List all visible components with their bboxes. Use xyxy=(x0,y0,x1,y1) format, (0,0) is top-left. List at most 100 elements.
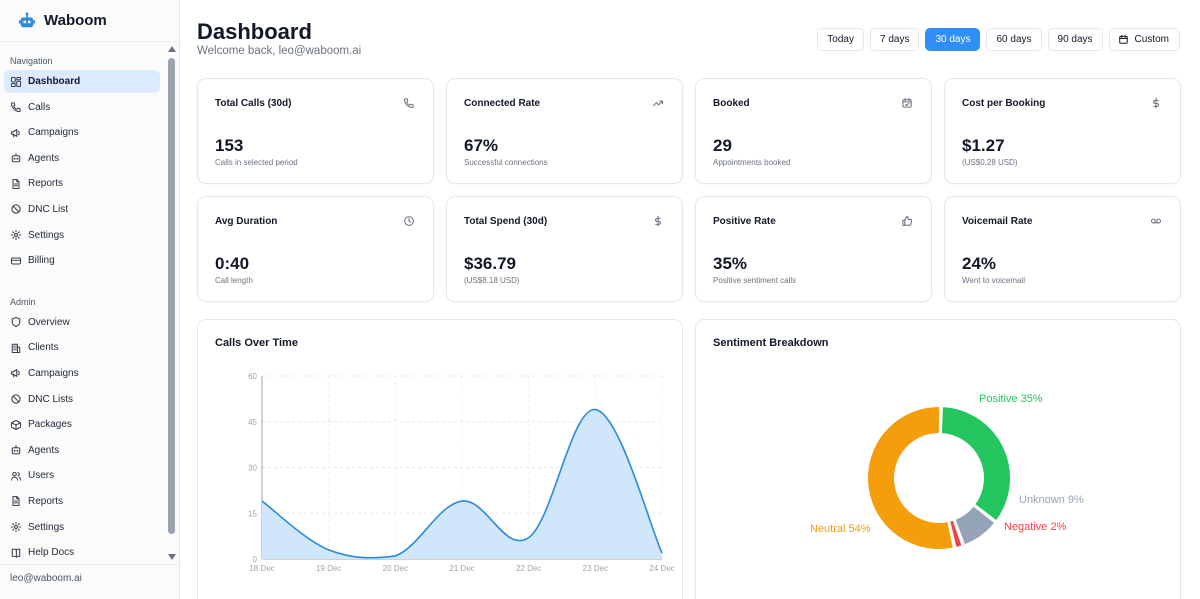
sidebar-item-label: Settings xyxy=(28,521,65,533)
donut-label-negative: Negative 2% xyxy=(1004,521,1067,533)
sidebar-item-admin-agents[interactable]: Agents xyxy=(4,439,160,462)
range-button-30-days[interactable]: 30 days xyxy=(925,28,981,51)
sidebar-item-dnc-list[interactable]: DNC List xyxy=(4,198,160,221)
robot-logo-icon xyxy=(18,11,36,27)
x-tick-label: 20 Dec xyxy=(383,564,408,573)
sidebar-item-agents[interactable]: Agents xyxy=(4,147,160,170)
sidebar-item-label: Agents xyxy=(28,152,60,164)
stat-card-voicemail-rate: Voicemail Rate 24% Went to voicemail xyxy=(944,196,1181,302)
page-title: Dashboard xyxy=(197,19,312,44)
y-tick-label: 0 xyxy=(253,555,258,564)
donut-slice-unknown[interactable] xyxy=(953,503,997,547)
stat-value: 35% xyxy=(713,254,748,273)
stat-title: Total Spend (30d) xyxy=(464,216,548,227)
scroll-down-arrow-icon[interactable] xyxy=(168,554,176,560)
thumbs-up-icon xyxy=(902,215,913,227)
stat-subtitle: Call length xyxy=(215,276,253,285)
shield-icon xyxy=(11,317,21,328)
sidebar-item-admin-settings[interactable]: Settings xyxy=(4,516,160,539)
sidebar-item-admin-dnc-lists[interactable]: DNC Lists xyxy=(4,388,160,411)
y-tick-label: 60 xyxy=(248,372,257,381)
stat-subtitle: Calls in selected period xyxy=(215,158,298,167)
sidebar-scrollbar[interactable] xyxy=(166,44,178,562)
sidebar-item-billing[interactable]: Billing xyxy=(4,249,160,272)
main-content: Dashboard Welcome back, leo@waboom.ai To… xyxy=(181,0,1200,599)
credit-card-icon xyxy=(10,257,22,265)
sidebar-item-admin-campaigns[interactable]: Campaigns xyxy=(4,362,160,385)
stat-title: Avg Duration xyxy=(215,216,278,227)
clock-icon xyxy=(404,216,414,226)
stat-title: Voicemail Rate xyxy=(962,216,1033,227)
sidebar-item-admin-reports[interactable]: Reports xyxy=(4,490,160,513)
sidebar-section-admin: Admin xyxy=(10,296,36,307)
sidebar-item-label: Help Docs xyxy=(28,547,75,559)
sidebar-item-label: Users xyxy=(28,470,55,482)
x-tick-label: 22 Dec xyxy=(516,564,541,573)
stat-cards: Total Calls (30d) 153 Calls in selected pe… xyxy=(197,78,1181,302)
stat-title: Positive Rate xyxy=(713,216,776,227)
sidebar-item-label: Campaigns xyxy=(28,367,79,379)
x-tick-label: 23 Dec xyxy=(583,564,608,573)
donut-slice-negative[interactable] xyxy=(947,518,964,550)
brand[interactable]: Waboom xyxy=(0,0,179,42)
gear-icon xyxy=(10,229,22,241)
bot-icon xyxy=(11,153,21,163)
stat-title: Cost per Booking xyxy=(962,98,1046,109)
sidebar-item-label: Dashboard xyxy=(28,76,81,87)
scroll-thumb[interactable] xyxy=(168,58,175,534)
stat-card-positive-rate: Positive Rate 35% Positive sentiment calls xyxy=(695,196,932,302)
sidebar-item-admin-help-docs[interactable]: Help Docs xyxy=(4,541,160,562)
sidebar-item-label: Reports xyxy=(28,495,64,507)
phone-icon xyxy=(10,102,21,113)
megaphone-icon xyxy=(10,369,20,378)
dashboard-icon xyxy=(10,76,22,87)
sidebar-item-label: Campaigns xyxy=(28,127,79,139)
dollar-icon xyxy=(1153,97,1159,109)
stat-value: 0:40 xyxy=(215,254,250,273)
range-button-60-days[interactable]: 60 days xyxy=(986,28,1042,51)
bot-icon xyxy=(11,445,21,455)
sidebar-item-label: Settings xyxy=(28,229,65,241)
sidebar-item-label: DNC List xyxy=(28,203,69,215)
trending-up-icon xyxy=(652,100,664,107)
sidebar-item-settings[interactable]: Settings xyxy=(4,224,160,247)
stat-value: 67% xyxy=(464,136,499,155)
sidebar-item-label: Agents xyxy=(28,444,60,456)
range-button-custom[interactable]: Custom xyxy=(1108,28,1180,51)
sidebar-item-admin-clients[interactable]: Clients xyxy=(4,336,160,359)
stat-value: 153 xyxy=(215,136,244,155)
file-icon xyxy=(12,178,20,189)
sidebar-item-admin-overview[interactable]: Overview xyxy=(4,311,160,334)
donut-slice-positive[interactable] xyxy=(939,405,1012,523)
users-icon xyxy=(10,471,22,481)
calendar-check-icon xyxy=(902,97,912,108)
dollar-icon xyxy=(655,215,661,227)
stat-subtitle: Successful connections xyxy=(464,158,548,167)
sidebar-item-admin-users[interactable]: Users xyxy=(4,464,160,487)
stat-subtitle: Positive sentiment calls xyxy=(713,276,797,285)
scroll-up-arrow-icon[interactable] xyxy=(168,46,176,52)
megaphone-icon xyxy=(10,128,20,137)
stat-value: $36.79 xyxy=(464,254,516,273)
sidebar-item-campaigns[interactable]: Campaigns xyxy=(4,121,160,144)
sidebar-item-reports[interactable]: Reports xyxy=(4,172,160,195)
sidebar-item-calls[interactable]: Calls xyxy=(4,96,160,119)
sidebar-item-admin-packages[interactable]: Packages xyxy=(4,413,160,436)
stat-subtitle: Appointments booked xyxy=(713,158,791,167)
stat-card-booked: Booked 29 Appointments booked xyxy=(695,78,932,184)
calls-chart-title: Calls Over Time xyxy=(215,337,298,349)
book-icon xyxy=(11,548,21,558)
donut-label-positive: Positive 35% xyxy=(979,393,1043,405)
range-button-90-days[interactable]: 90 days xyxy=(1047,28,1103,51)
range-button-7-days[interactable]: 7 days xyxy=(869,28,920,51)
y-tick-label: 45 xyxy=(248,418,257,427)
stat-value: 29 xyxy=(713,136,732,155)
calls-over-time-chart: 0 15 30 45 60 18 Dec 19 Dec 20 Dec 21 Dec 22 Dec 2… xyxy=(248,372,675,573)
range-button-today[interactable]: Today xyxy=(817,28,864,51)
x-tick-label: 18 Dec xyxy=(249,564,274,573)
stat-title: Connected Rate xyxy=(464,98,541,109)
sentiment-chart-title: Sentiment Breakdown xyxy=(713,337,829,349)
sidebar-item-dashboard[interactable]: Dashboard xyxy=(4,70,160,93)
sentiment-breakdown-panel: Sentiment Breakdown Positive 35% Unknown … xyxy=(695,319,1181,599)
donut-slice-neutral[interactable] xyxy=(866,405,956,551)
